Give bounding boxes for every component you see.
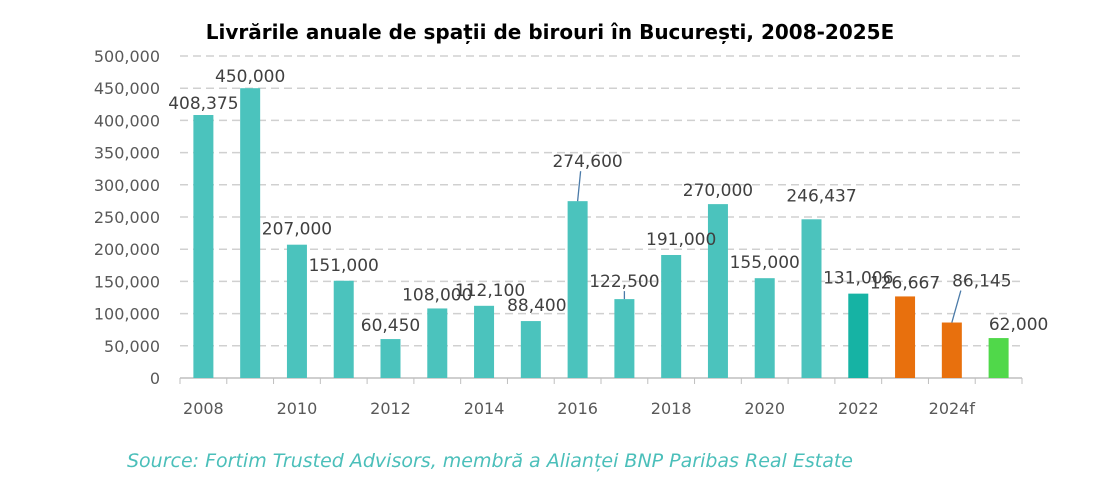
y-tick-label: 50,000 bbox=[104, 337, 160, 356]
bar bbox=[474, 305, 495, 378]
source-note: Source: Fortim Trusted Advisors, membră … bbox=[127, 450, 853, 472]
x-tick-label: 2018 bbox=[651, 399, 692, 418]
data-label: 151,000 bbox=[309, 256, 379, 276]
y-tick-label: 200,000 bbox=[94, 240, 160, 259]
data-labels: 408,375 450,000 207,000 151,000 60,450 108,00… bbox=[168, 67, 1048, 336]
bar bbox=[754, 278, 775, 378]
bar bbox=[380, 339, 401, 378]
data-label: 126,667 bbox=[870, 273, 940, 293]
x-tick-label: 2012 bbox=[370, 399, 411, 418]
x-tick-label: 2014 bbox=[464, 399, 505, 418]
x-tick-label: 2022 bbox=[838, 399, 879, 418]
data-label: 450,000 bbox=[215, 67, 285, 87]
bar bbox=[707, 204, 728, 378]
y-tick-label: 150,000 bbox=[94, 272, 160, 291]
bar bbox=[240, 88, 261, 378]
bar bbox=[895, 296, 916, 378]
data-label: 112,100 bbox=[455, 281, 525, 301]
data-label: 122,500 bbox=[589, 272, 659, 292]
bar bbox=[661, 254, 682, 378]
bar bbox=[520, 321, 541, 378]
chart-title: Livrările anuale de spații de birouri în… bbox=[205, 20, 895, 44]
bar bbox=[567, 201, 588, 378]
data-label: 131,006 bbox=[823, 269, 893, 289]
data-label: 62,000 bbox=[989, 315, 1048, 335]
data-label: 191,000 bbox=[646, 230, 716, 250]
data-label: 88,400 bbox=[507, 296, 566, 316]
data-label: 274,600 bbox=[552, 152, 622, 172]
bar bbox=[848, 293, 869, 378]
leader-line bbox=[576, 171, 582, 202]
x-tick-label: 2024f bbox=[929, 399, 976, 418]
bar bbox=[427, 308, 448, 378]
x-tick-label: 2008 bbox=[183, 399, 224, 418]
data-label: 108,000 bbox=[402, 285, 472, 305]
y-tick-label: 350,000 bbox=[94, 144, 160, 163]
bar bbox=[801, 219, 822, 378]
data-label: 86,145 bbox=[952, 272, 1011, 292]
gridlines bbox=[180, 55, 1022, 347]
y-tick-label: 400,000 bbox=[94, 111, 160, 130]
axes: 0 50,000 100,000 150,000 200,000 250,000 300,0… bbox=[94, 47, 1023, 418]
bar bbox=[333, 280, 354, 378]
x-tick-label: 2016 bbox=[557, 399, 598, 418]
data-label: 270,000 bbox=[683, 181, 753, 201]
data-label: 408,375 bbox=[168, 94, 238, 114]
bar bbox=[193, 115, 214, 378]
bar bbox=[988, 338, 1009, 378]
data-label: 60,450 bbox=[361, 316, 420, 336]
y-tick-label: 500,000 bbox=[94, 47, 160, 66]
x-tick-label: 2020 bbox=[744, 399, 785, 418]
data-label: 246,437 bbox=[786, 186, 856, 206]
y-tick-label: 100,000 bbox=[94, 305, 160, 324]
bar bbox=[614, 299, 635, 378]
bars bbox=[193, 88, 1009, 378]
y-tick-label: 250,000 bbox=[94, 208, 160, 227]
bar bbox=[286, 244, 307, 378]
y-tick-label: 450,000 bbox=[94, 79, 160, 98]
leader-line bbox=[951, 290, 962, 323]
y-tick-label: 300,000 bbox=[94, 176, 160, 195]
bar bbox=[941, 322, 962, 378]
data-label: 207,000 bbox=[262, 220, 332, 240]
data-label: 155,000 bbox=[730, 253, 800, 273]
y-tick-label: 0 bbox=[150, 369, 160, 388]
x-tick-label: 2010 bbox=[277, 399, 318, 418]
